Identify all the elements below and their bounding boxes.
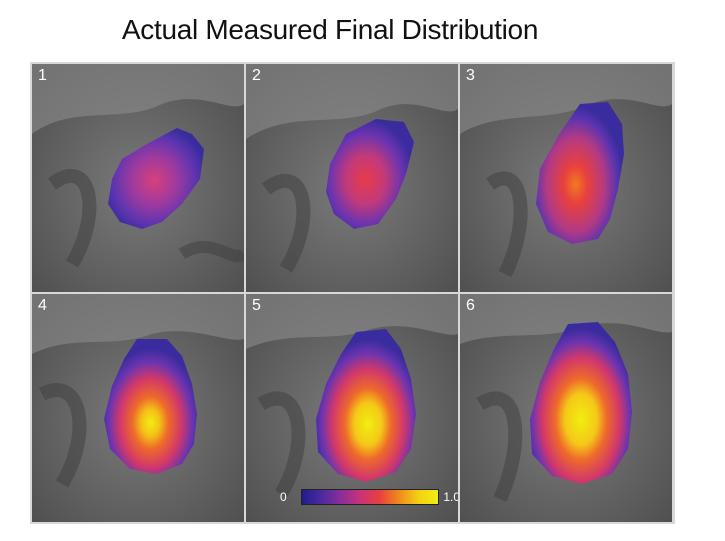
panel-grid: 1 2 [30, 62, 675, 524]
colorbar-min-label: 0 [280, 490, 287, 504]
panel-label-4: 4 [38, 297, 47, 314]
distribution-panel-6: 6 [460, 294, 672, 522]
panel-label-6: 6 [466, 297, 475, 314]
distribution-panel-5: 5 0 1.0 [246, 294, 458, 522]
panel-label-5: 5 [252, 297, 261, 314]
mri-slice-image-3 [460, 64, 672, 292]
panel-label-3: 3 [466, 67, 475, 84]
figure-title: Actual Measured Final Distribution [121, 14, 539, 45]
panel-label-2: 2 [252, 67, 261, 84]
panel-label-1: 1 [38, 67, 47, 84]
colorbar-max-label: 1.0 [443, 490, 458, 504]
mri-slice-image-5 [246, 294, 458, 522]
colorbar: 0 1.0 [280, 488, 458, 506]
colorbar-gradient [300, 489, 440, 505]
distribution-panel-4: 4 [32, 294, 244, 522]
distribution-panel-1: 1 [32, 64, 244, 292]
mri-slice-image-4 [32, 294, 244, 522]
mri-slice-image-2 [246, 64, 458, 292]
mri-slice-image-6 [460, 294, 672, 522]
mri-slice-image-1 [32, 64, 244, 292]
distribution-panel-3: 3 [460, 64, 672, 292]
distribution-panel-2: 2 [246, 64, 458, 292]
